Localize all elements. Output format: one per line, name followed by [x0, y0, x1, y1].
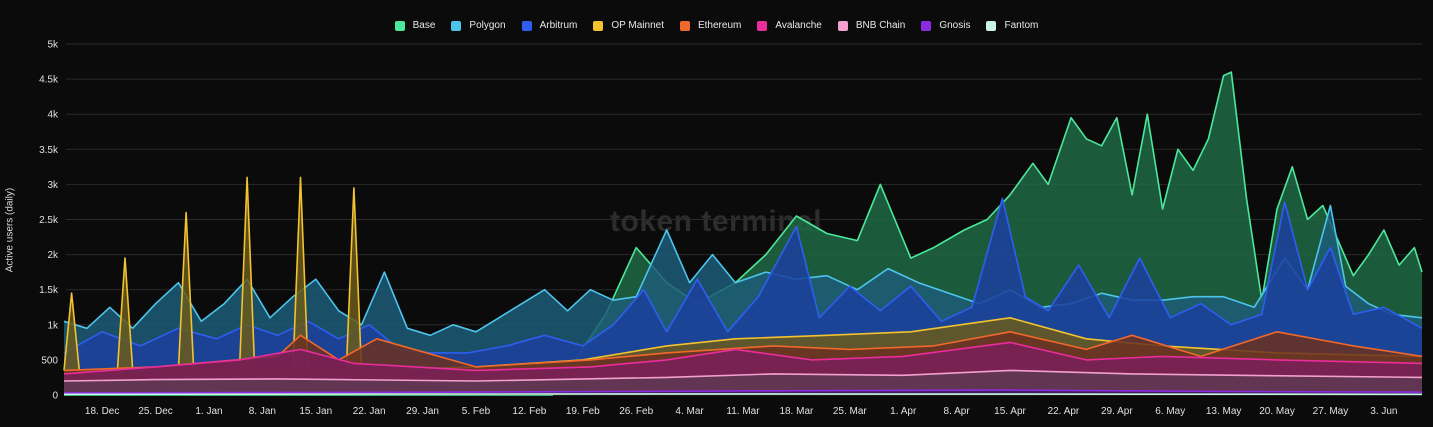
x-tick-label: 4. Mar	[675, 406, 704, 417]
x-tick-label: 18. Mar	[779, 406, 814, 417]
x-tick-label: 8. Apr	[944, 406, 971, 417]
legend: Base Polygon Arbitrum OP Mainnet Ethereum Ava…	[0, 20, 1433, 31]
y-tick-label: 1k	[47, 320, 59, 331]
y-tick-label: 2.5k	[39, 215, 59, 226]
legend-label: Arbitrum	[539, 20, 578, 31]
series-line-polygon	[63, 204, 1423, 337]
y-tick-label: 5k	[47, 40, 59, 51]
legend-item-avalanche[interactable]: Avalanche	[757, 20, 822, 31]
legend-item-op-mainnet[interactable]: OP Mainnet	[593, 20, 664, 31]
series-line-gnosis	[63, 389, 1423, 394]
series-line-base	[64, 71, 1423, 396]
series-area-bnb-chain	[64, 370, 1422, 395]
legend-label: Gnosis	[939, 20, 971, 31]
legend-swatch	[921, 20, 932, 31]
legend-item-arbitrum[interactable]: Arbitrum	[521, 20, 578, 31]
series-line-ethereum	[63, 331, 1423, 372]
legend-swatch	[986, 20, 997, 31]
y-tick-label: 500	[41, 355, 58, 366]
y-tick-label: 0	[52, 391, 58, 402]
legend-label: Polygon	[469, 20, 506, 31]
legend-item-ethereum[interactable]: Ethereum	[679, 20, 742, 31]
y-tick-label: 3.5k	[39, 145, 59, 156]
x-tick-label: 27. May	[1313, 406, 1349, 417]
legend-swatch	[593, 20, 604, 31]
x-tick-label: 18. Dec	[85, 406, 119, 417]
x-tick-label: 1. Apr	[890, 406, 917, 417]
legend-label: BNB Chain	[855, 20, 906, 31]
legend-label: OP Mainnet	[611, 20, 664, 31]
x-tick-label: 22. Jan	[353, 406, 386, 417]
x-tick-label: 8. Jan	[249, 406, 276, 417]
y-tick-label: 1.5k	[39, 285, 59, 296]
x-tick-label: 12. Feb	[512, 406, 546, 417]
series-area-op-mainnet	[64, 177, 1422, 395]
x-tick-label: 13. May	[1206, 406, 1242, 417]
x-tick-label: 15. Apr	[994, 406, 1026, 417]
legend-label: Ethereum	[697, 20, 742, 31]
x-tick-label: 1. Jan	[195, 406, 222, 417]
legend-swatch	[451, 20, 462, 31]
x-tick-label: 6. May	[1155, 406, 1185, 417]
legend-swatch	[394, 20, 405, 31]
legend-label: Avalanche	[775, 20, 822, 31]
legend-swatch	[757, 20, 768, 31]
x-tick-label: 3. Jun	[1370, 406, 1397, 417]
x-tick-label: 20. May	[1259, 406, 1295, 417]
legend-item-gnosis[interactable]: Gnosis	[921, 20, 970, 31]
legend-item-fantom[interactable]: Fantom	[986, 20, 1038, 31]
x-tick-label: 22. Apr	[1048, 406, 1080, 417]
x-tick-label: 29. Apr	[1101, 406, 1133, 417]
x-tick-label: 25. Mar	[833, 406, 868, 417]
legend-label: Base	[412, 20, 436, 31]
x-tick-label: 26. Feb	[619, 406, 653, 417]
x-tick-label: 25. Dec	[138, 406, 172, 417]
legend-item-bnb-chain[interactable]: BNB Chain	[837, 20, 906, 31]
y-tick-label: 2k	[47, 250, 59, 261]
series-line-avalanche	[63, 341, 1423, 375]
y-tick-label: 4.5k	[39, 75, 59, 86]
x-tick-label: 19. Feb	[566, 406, 600, 417]
x-tick-label: 15. Jan	[299, 406, 332, 417]
legend-swatch	[679, 20, 690, 31]
y-tick-label: 3k	[47, 180, 59, 191]
legend-swatch	[837, 20, 848, 31]
y-tick-label: 4k	[47, 110, 59, 121]
legend-item-base[interactable]: Base	[394, 20, 436, 31]
x-tick-label: 5. Feb	[462, 406, 491, 417]
x-tick-label: 29. Jan	[406, 406, 439, 417]
legend-item-polygon[interactable]: Polygon	[451, 20, 506, 31]
series-line-arbitrum	[63, 197, 1423, 354]
legend-label: Fantom	[1004, 20, 1039, 31]
x-tick-label: 11. Mar	[726, 406, 760, 417]
series-line-bnb-chain	[63, 369, 1423, 382]
legend-swatch	[521, 20, 532, 31]
